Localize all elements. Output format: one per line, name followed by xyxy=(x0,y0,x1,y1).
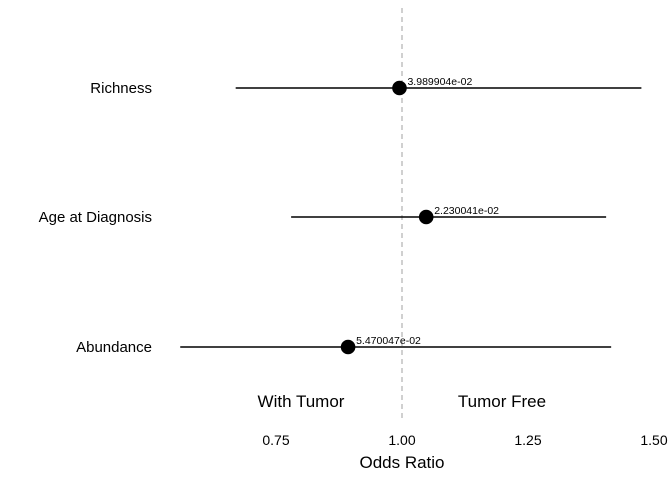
data-label-richness: 3.989904e-02 xyxy=(407,76,472,88)
x-tick-label: 1.50 xyxy=(640,432,667,448)
region-label-tumor-free: Tumor Free xyxy=(458,392,546,411)
x-tick-label: 1.25 xyxy=(514,432,541,448)
row-label-abundance: Abundance xyxy=(76,339,152,356)
region-label-with-tumor: With Tumor xyxy=(258,392,345,411)
data-label-abundance: 5.470047e-02 xyxy=(356,335,421,347)
point-estimate-abundance xyxy=(340,339,356,355)
point-estimate-richness xyxy=(392,80,407,96)
row-label-richness: Richness xyxy=(90,80,152,97)
data-label-age-at-diagnosis: 2.230041e-02 xyxy=(434,205,499,217)
x-tick-label: 1.00 xyxy=(388,432,415,448)
x-axis-ticks: 0.75 1.00 1.25 1.50 xyxy=(262,432,667,448)
plot-rows: Richness 3.989904e-02 Age at Diagnosis 2.23… xyxy=(39,76,642,356)
x-tick-label: 0.75 xyxy=(262,432,289,448)
x-axis-title: Odds Ratio xyxy=(359,453,444,472)
point-estimate-age-at-diagnosis xyxy=(418,209,434,225)
row-label-age-at-diagnosis: Age at Diagnosis xyxy=(39,209,152,226)
